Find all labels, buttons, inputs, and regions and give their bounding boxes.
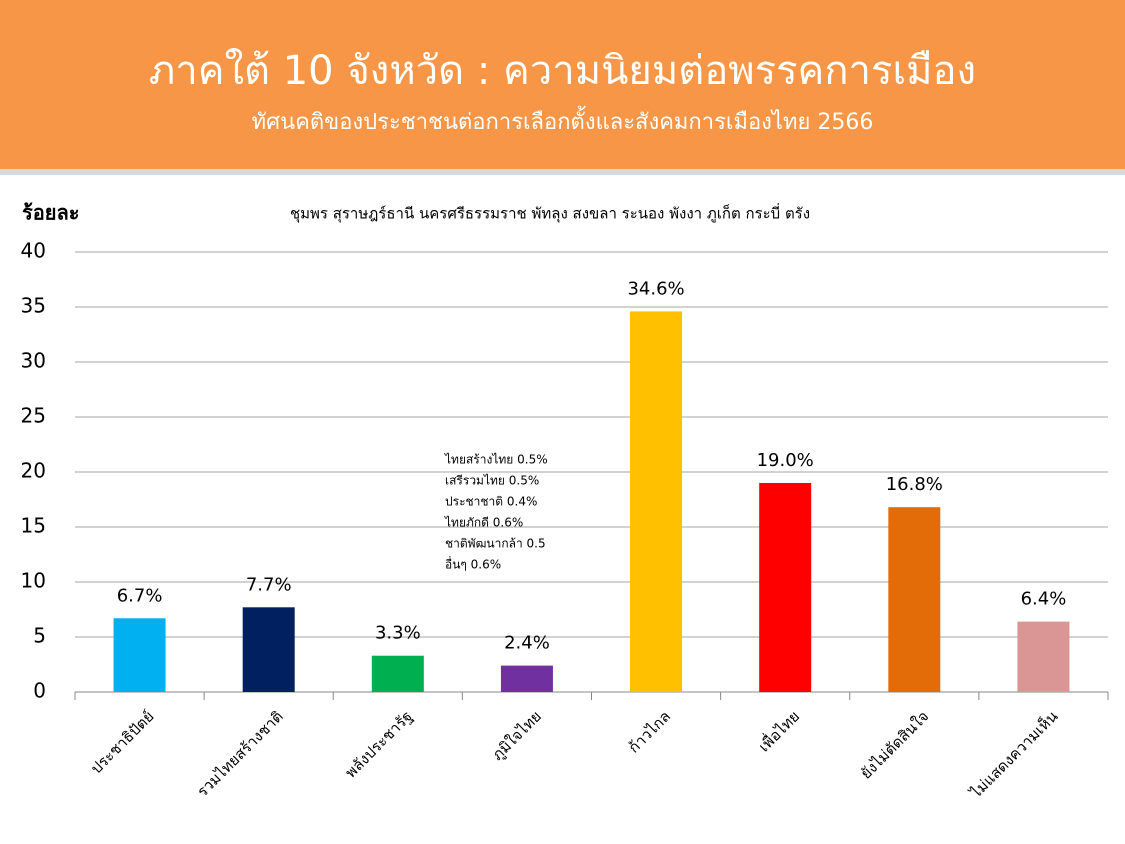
chart-title: ชุมพร สุราษฎร์ธานี นครศรีธรรมราช พัทลุง … — [290, 203, 810, 224]
annotation: อื่นๆ 0.6% — [445, 556, 501, 572]
data-label: 7.7% — [246, 574, 292, 595]
data-label: 3.3% — [375, 623, 421, 644]
x-tick-label: ไม่แสดงความเห็น — [966, 707, 1062, 803]
y-tick-label: 15 — [21, 514, 46, 538]
annotation: เสรีรวมไทย 0.5% — [445, 474, 539, 488]
y-tick-label: 20 — [21, 459, 46, 483]
bar — [371, 655, 424, 692]
x-tick-label: รวมไทยสร้างชาติ — [193, 707, 286, 800]
data-label: 6.7% — [117, 585, 163, 606]
x-tick-label: ยังไม่ตัดสินใจ — [857, 707, 932, 782]
y-tick-label: 35 — [21, 294, 46, 318]
y-tick-label: 10 — [21, 569, 46, 593]
y-axis-label: ร้อยละ — [22, 201, 79, 225]
data-label: 34.6% — [627, 278, 684, 299]
bar — [113, 618, 166, 692]
bar — [242, 607, 295, 692]
annotation: ประชาชาติ 0.4% — [445, 495, 537, 509]
data-label: 19.0% — [757, 450, 814, 471]
y-tick-label: 0 — [33, 679, 46, 703]
y-tick-label: 40 — [21, 239, 46, 263]
bar — [500, 665, 553, 692]
annotation: ไทยสร้างไทย 0.5% — [444, 453, 548, 467]
title: ภาคใต้ 10 จังหวัด : ความนิยมต่อพรรคการเม… — [148, 48, 977, 94]
x-tick-label: ภูมิใจไทย — [488, 707, 545, 764]
y-tick-label: 5 — [33, 624, 46, 648]
bar — [1017, 621, 1070, 692]
data-label: 16.8% — [886, 474, 943, 495]
x-tick-label: ก้าวไกล — [625, 707, 674, 756]
bar — [630, 311, 683, 692]
annotation: ไทยภักดี 0.6% — [444, 516, 523, 530]
data-label: 2.4% — [504, 633, 550, 654]
data-label: 6.4% — [1021, 589, 1067, 610]
x-tick-label: เพื่อไทย — [754, 706, 804, 756]
header: ภาคใต้ 10 จังหวัด : ความนิยมต่อพรรคการเม… — [0, 0, 1125, 175]
y-tick-label: 30 — [21, 349, 46, 373]
y-tick-label: 25 — [21, 404, 46, 428]
x-tick-label: ประชาธิปัตย์ — [87, 707, 157, 777]
x-tick-label: พลังประชารัฐ — [342, 707, 416, 781]
bar — [759, 483, 812, 692]
bar — [888, 507, 941, 692]
annotation: ชาติพัฒนากล้า 0.5 — [445, 537, 546, 551]
subtitle: ทัศนคติของประชาชนต่อการเลือกตั้งและสังคม… — [251, 110, 874, 135]
